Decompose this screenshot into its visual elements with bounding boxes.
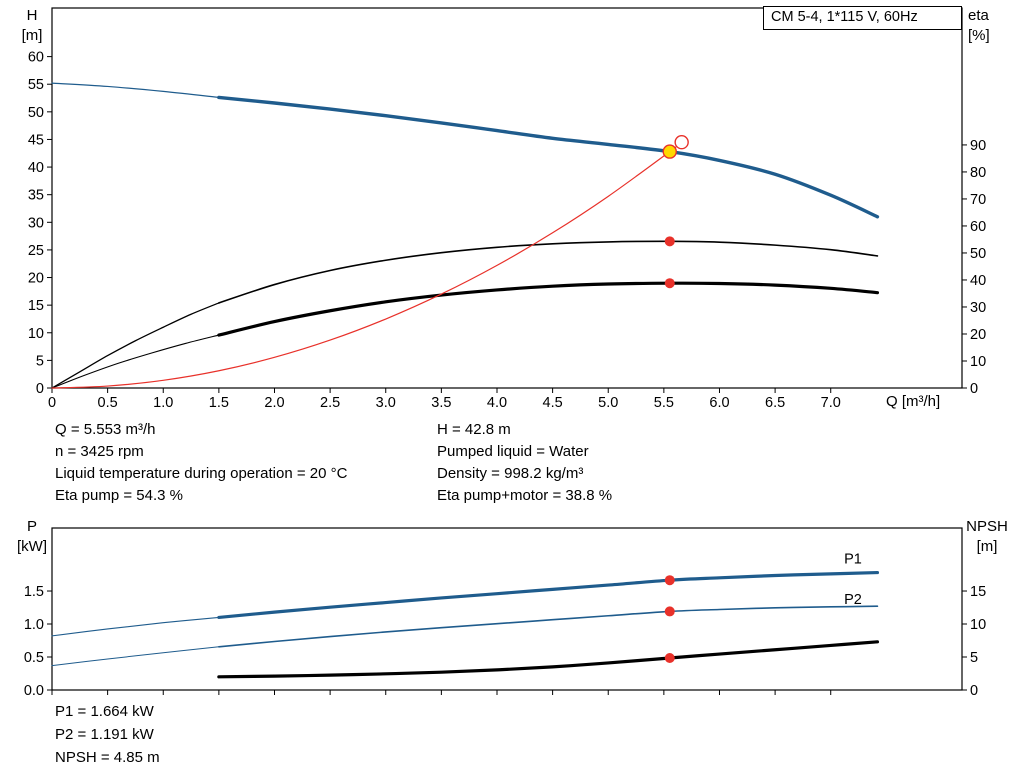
y-right-tick-label: 90 (970, 138, 986, 154)
chart-power-npsh-chart: 0.0 0.5 1.0 1.5 0 5 10 15 P1 P2 (24, 527, 986, 699)
info-temperature: Liquid temperature during operation = 20… (55, 465, 348, 482)
y-left-tick-label: 35 (28, 188, 44, 204)
pump-model-box: CM 5-4, 1*115 V, 60Hz (763, 6, 962, 30)
info-speed: n = 3425 rpm (55, 443, 144, 460)
marker-dot (664, 575, 675, 586)
y-right-tick-label: 30 (970, 300, 986, 316)
head-axis-unit: H [m] (14, 6, 50, 46)
marker-dot (664, 652, 675, 663)
y-right-tick-label: 15 (970, 584, 986, 600)
curve-label-p2: P2 (844, 592, 862, 608)
y-left-tick-label: 30 (28, 215, 44, 231)
curve-label-p1: P1 (844, 551, 862, 567)
eta-axis-unit-text: [%] (968, 27, 990, 44)
y-right-tick-label: 60 (970, 219, 986, 235)
x-tick-label: 2.5 (320, 395, 340, 411)
x-tick-label: 2.0 (264, 395, 284, 411)
y-left-tick-label: 10 (28, 326, 44, 342)
marker-dot (664, 278, 675, 289)
y-right-tick-label: 10 (970, 617, 986, 633)
y-left-tick-label: 60 (28, 50, 44, 66)
y-right-tick-label: 20 (970, 327, 986, 343)
marker-operating-point (662, 144, 677, 159)
info-p2: P2 = 1.191 kW (55, 726, 154, 743)
x-tick-label: 5.0 (598, 395, 618, 411)
x-tick-label: 7.0 (821, 395, 841, 411)
head-axis-unit-text: [m] (21, 27, 43, 44)
info-density: Density = 998.2 kg/m³ (437, 465, 584, 482)
chart-qh-eta-chart: 0 0.5 1.0 1.5 2.0 2.5 3.0 3.5 4.0 4.5 5.0 5.5 6.0 6.5… (28, 7, 986, 411)
y-left-tick-label: 5 (36, 353, 44, 369)
y-right-tick-label: 0 (970, 381, 978, 397)
y-left-tick-label: 45 (28, 132, 44, 148)
x-tick-label: 3.0 (376, 395, 396, 411)
info-eta-pump: Eta pump = 54.3 % (55, 487, 183, 504)
info-npsh: NPSH = 4.85 m (55, 749, 160, 766)
y-right-tick-label: 40 (970, 273, 986, 289)
y-left-tick-label: 0.5 (24, 650, 44, 666)
y-left-tick-label: 40 (28, 160, 44, 176)
x-tick-label: 6.0 (709, 395, 729, 411)
head-axis-symbol: H (26, 7, 38, 24)
power-axis-symbol: P (26, 518, 37, 535)
x-tick-label: 0 (48, 395, 56, 411)
x-tick-label: 1.5 (209, 395, 229, 411)
marker-open-circle (674, 135, 689, 150)
x-tick-label: 4.0 (487, 395, 507, 411)
info-eta-total: Eta pump+motor = 38.8 % (437, 487, 613, 504)
npsh-axis-unit: NPSH [m] (961, 517, 1013, 557)
series-npsh-curve (217, 640, 880, 679)
y-left-tick-label: 1.5 (24, 584, 44, 600)
y-right-tick-label: 0 (970, 683, 978, 699)
series-p1-low-flow (51, 616, 220, 637)
series-eta-pump-curve (218, 240, 879, 304)
y-left-tick-label: 1.0 (24, 617, 44, 633)
npsh-axis-unit-text: [m] (976, 538, 998, 555)
series-p2-curve (218, 605, 879, 648)
y-right-tick-label: 10 (970, 354, 986, 370)
power-axis-unit-text: [kW] (17, 538, 47, 555)
y-left-tick-label: 50 (28, 105, 44, 121)
y-right-tick-label: 50 (970, 246, 986, 262)
x-tick-label: 5.5 (654, 395, 674, 411)
flow-axis-label: Q [m³/h] (886, 393, 941, 410)
y-left-tick-label: 0 (36, 381, 44, 397)
series-p2-low-flow (51, 646, 220, 667)
x-tick-label: 6.5 (765, 395, 785, 411)
series-eta-pump-motor-low-flow (51, 334, 220, 389)
series-system-curve (51, 141, 683, 389)
plot-frame (51, 527, 963, 691)
y-right-tick-label: 80 (970, 165, 986, 181)
marker-dot (664, 606, 675, 617)
series-h-curve (217, 95, 880, 219)
y-right-tick-label: 5 (970, 650, 978, 666)
y-left-tick-label: 25 (28, 243, 44, 259)
y-left-tick-label: 55 (28, 77, 44, 93)
series-h-curve-low-flow (51, 82, 220, 99)
eta-axis-symbol: eta (968, 7, 989, 24)
info-head: H = 42.8 m (437, 421, 511, 438)
y-left-tick-label: 15 (28, 298, 44, 314)
y-left-tick-label: 0.0 (24, 683, 44, 699)
info-liquid: Pumped liquid = Water (437, 443, 589, 460)
plot-frame (51, 7, 963, 389)
series-eta-pump-low-flow (51, 302, 220, 389)
y-left-tick-label: 20 (28, 271, 44, 287)
marker-dot (664, 236, 675, 247)
series-eta-pump-motor-curve (217, 281, 880, 337)
series-p1-curve (217, 570, 880, 620)
npsh-axis-symbol: NPSH (966, 518, 1008, 535)
eta-axis-unit: eta [%] (968, 6, 990, 46)
y-right-tick-label: 70 (970, 192, 986, 208)
x-tick-label: 0.5 (98, 395, 118, 411)
x-tick-label: 3.5 (431, 395, 451, 411)
power-axis-unit: P [kW] (12, 517, 52, 557)
x-tick-label: 4.5 (543, 395, 563, 411)
info-p1: P1 = 1.664 kW (55, 703, 154, 720)
info-flow: Q = 5.553 m³/h (55, 421, 156, 438)
x-tick-label: 1.0 (153, 395, 173, 411)
